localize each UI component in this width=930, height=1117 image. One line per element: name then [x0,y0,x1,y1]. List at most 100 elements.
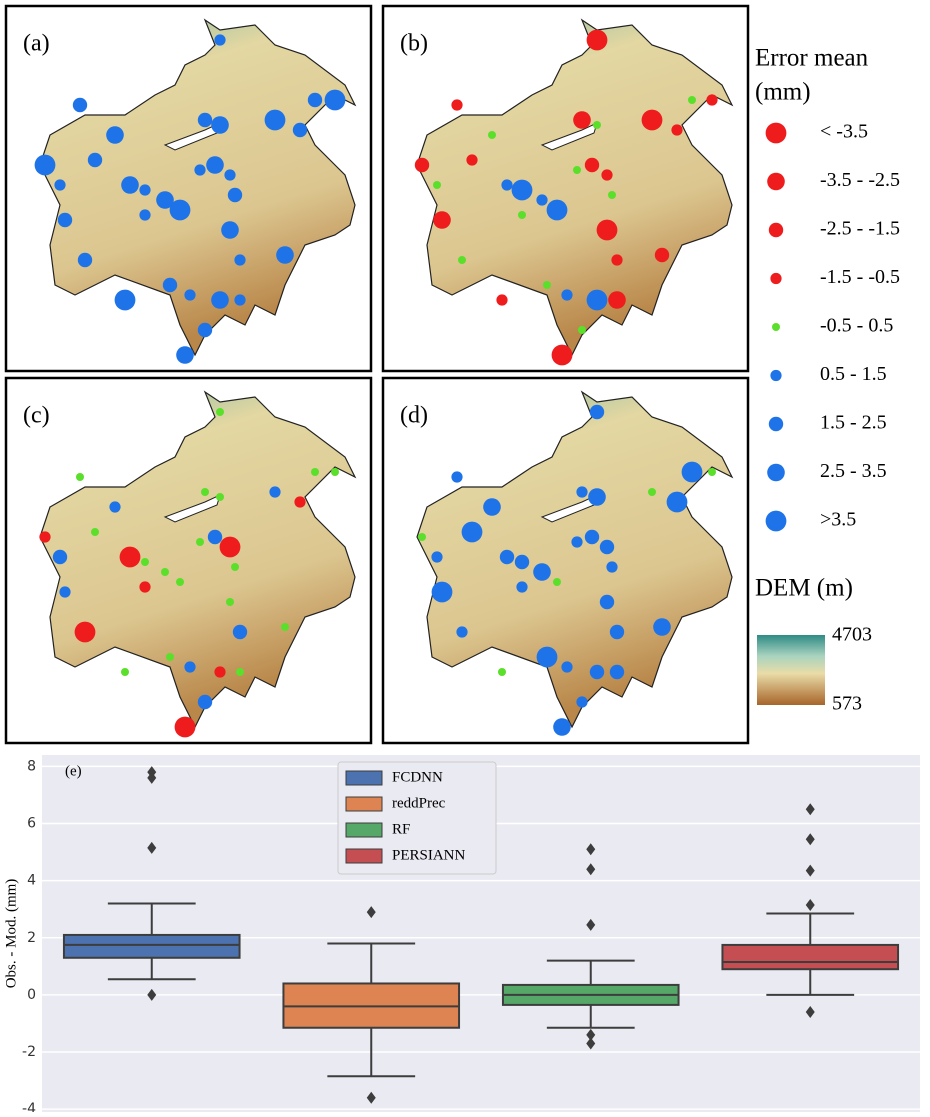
station [547,200,568,221]
legend-title: (mm) [755,79,811,106]
legend-swatch [346,771,382,785]
station [214,666,225,677]
station [543,281,551,289]
legend-label: -2.5 - -1.5 [820,218,900,240]
box [722,945,898,969]
station [593,121,601,129]
station [35,155,56,176]
figure: (a)(b)(c)(d) Error mean (mm) DEM (m) 470… [0,0,930,1112]
legend-swatch [346,823,382,837]
map-panels: (a)(b)(c)(d) [6,6,748,743]
legend-label: -1.5 - -0.5 [820,266,900,288]
station [170,200,191,221]
station [573,111,591,129]
station [561,661,572,672]
station [139,184,150,195]
map-panel: (a) [6,6,371,371]
legend-marker [770,370,781,381]
legend-label: -0.5 - 0.5 [820,315,893,337]
station [553,578,561,586]
station [198,323,212,337]
station [231,563,239,571]
station [552,345,573,366]
station [600,595,614,609]
y-tick-label: 8 [27,758,36,774]
station [220,537,241,558]
station [576,486,587,497]
legend-label: 1.5 - 2.5 [820,412,887,434]
station [706,94,717,105]
station [331,468,339,476]
station [533,563,551,581]
station [655,248,669,262]
station [611,254,622,265]
station [590,405,604,419]
station [610,665,624,679]
dem-max: 4703 [832,624,872,646]
annotation: (e) [65,763,82,779]
station [196,538,204,546]
station [451,471,462,482]
station [590,665,604,679]
station [211,291,229,309]
station [176,578,184,586]
station [163,278,177,292]
station [451,99,462,110]
station [293,123,307,137]
legend-label: < -3.5 [820,121,868,143]
panel-label: (a) [23,31,50,57]
station [206,156,224,174]
station [115,290,136,311]
station [688,96,696,104]
station [58,213,72,227]
station [214,34,225,45]
y-tick-label: -4 [22,1101,36,1112]
map-panel: (d) [383,378,748,743]
station [571,536,582,547]
station [208,530,222,544]
station [216,493,224,501]
station [682,462,703,483]
station [585,530,599,544]
station [53,550,67,564]
station [518,211,526,219]
station [88,153,102,167]
station [234,254,245,265]
station [294,496,305,507]
page: {"panels": ["(a)", "(b)", "(c)", "(d)"],… [0,0,930,1112]
station [597,220,618,241]
legend-label: RF [392,821,410,837]
station [587,290,608,311]
station [600,540,614,554]
dem-title: DEM (m) [755,575,853,602]
station [175,717,196,738]
station [234,294,245,305]
station [608,191,616,199]
station [211,116,229,134]
y-tick-label: 0 [27,987,36,1003]
legend-marker [769,223,783,237]
station [515,555,529,569]
station [39,531,50,542]
legend-label: >3.5 [820,509,856,531]
station [78,253,92,267]
station [488,131,496,139]
legend-marker [767,464,785,482]
panel-label: (b) [400,31,428,57]
station [671,124,682,135]
station [483,498,501,516]
y-axis-label: Obs. - Mod. (mm) [3,879,19,989]
station [308,93,322,107]
station [588,488,606,506]
legend-marker [770,273,781,284]
station [418,533,426,541]
legend-marker [769,417,783,431]
station [667,492,688,513]
station [536,194,547,205]
station [648,488,656,496]
station [415,158,429,172]
station [91,528,99,536]
station [198,113,212,127]
legend-label: reddPrec [392,795,446,811]
station [224,169,235,180]
